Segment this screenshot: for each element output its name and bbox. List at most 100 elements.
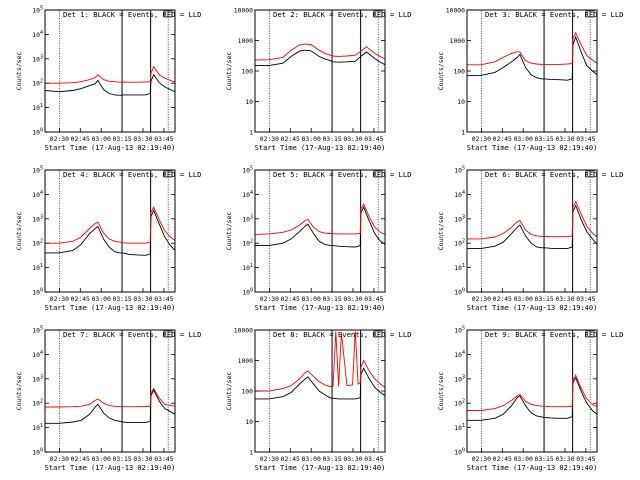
series-line-events xyxy=(45,73,175,96)
y-axis-label: Counts/sec xyxy=(225,372,233,411)
y-tick-label: 103 xyxy=(454,214,465,223)
y-tick-label: 104 xyxy=(32,190,43,199)
y-tick-label: 105 xyxy=(32,6,43,15)
x-tick-label: 03:30 xyxy=(343,135,362,143)
y-tick-label: 100 xyxy=(241,68,253,76)
series-line-events xyxy=(467,376,597,421)
x-tick-label: 03:15 xyxy=(112,455,131,463)
series-line-lld xyxy=(45,387,175,408)
shaded-interval-1 xyxy=(44,329,60,453)
legend-box xyxy=(163,170,173,178)
shaded-interval-2 xyxy=(167,9,176,133)
x-tick-label: 03:00 xyxy=(92,135,111,143)
x-tick-label: 03:30 xyxy=(133,455,152,463)
x-tick-label: 03:30 xyxy=(133,135,152,143)
y-tick-label: 104 xyxy=(32,350,43,359)
y-tick-label: 102 xyxy=(242,239,253,248)
series-line-events xyxy=(255,367,385,400)
y-tick-label: 105 xyxy=(454,326,465,335)
x-axis-label: Start Time (17-Aug-13 02:19:40) xyxy=(45,464,176,472)
x-tick-label: 03:15 xyxy=(534,135,553,143)
y-tick-label: 101 xyxy=(32,423,43,432)
chart-title: Det 4: BLACK = Events, RED = LLD xyxy=(63,170,201,179)
x-tick-label: 02:30 xyxy=(472,295,491,303)
y-tick-label: 103 xyxy=(32,374,43,383)
shaded-interval-1 xyxy=(44,169,60,293)
x-tick-label: 02:30 xyxy=(260,295,279,303)
shaded-interval-1 xyxy=(466,329,482,453)
x-axis-label: Start Time (17-Aug-13 02:19:40) xyxy=(45,304,176,312)
x-tick-label: 03:45 xyxy=(576,295,595,303)
x-tick-label: 03:00 xyxy=(302,455,321,463)
x-tick-label: 02:30 xyxy=(472,455,491,463)
x-tick-label: 03:30 xyxy=(555,455,574,463)
legend-box xyxy=(585,330,595,338)
x-tick-label: 03:00 xyxy=(92,295,111,303)
y-axis-label: Counts/sec xyxy=(437,372,445,411)
x-tick-label: 03:45 xyxy=(364,455,383,463)
series-line-lld xyxy=(45,65,175,84)
legend-box xyxy=(585,10,595,18)
chart-panel-3: 1 10 100 1000 10000 02:30 02:45 03:00 03:15 03:30… xyxy=(437,7,623,153)
y-tick-label: 104 xyxy=(454,190,465,199)
y-axis-label: Counts/sec xyxy=(437,52,445,91)
x-tick-label: 03:15 xyxy=(112,295,131,303)
y-tick-label: 105 xyxy=(242,166,253,175)
legend-box xyxy=(163,10,173,18)
shaded-interval-2 xyxy=(167,329,176,453)
shaded-interval-1 xyxy=(44,9,60,133)
x-tick-label: 02:45 xyxy=(281,295,300,303)
chart-title: Det 9: BLACK = Events, RED = LLD xyxy=(485,330,623,339)
x-tick-label: 02:45 xyxy=(281,135,300,143)
y-tick-label: 1 xyxy=(249,449,253,457)
x-axis-label: Start Time (17-Aug-13 02:19:40) xyxy=(467,144,598,152)
y-tick-label: 105 xyxy=(454,166,465,175)
x-tick-label: 03:30 xyxy=(555,135,574,143)
series-line-lld xyxy=(45,206,175,244)
x-tick-label: 03:15 xyxy=(322,135,341,143)
y-tick-label: 103 xyxy=(32,214,43,223)
y-tick-label: 10000 xyxy=(234,7,253,15)
legend-box xyxy=(373,10,383,18)
x-tick-label: 03:45 xyxy=(364,135,383,143)
x-tick-label: 03:15 xyxy=(112,135,131,143)
legend-box xyxy=(373,330,383,338)
y-tick-label: 104 xyxy=(32,30,43,39)
y-tick-label: 1000 xyxy=(238,37,254,45)
y-tick-label: 10 xyxy=(457,98,465,106)
plot-frame xyxy=(254,9,386,133)
y-tick-label: 10000 xyxy=(446,7,465,15)
x-tick-label: 02:45 xyxy=(71,295,90,303)
x-tick-label: 03:15 xyxy=(322,455,341,463)
y-tick-label: 100 xyxy=(242,288,253,297)
series-line-lld xyxy=(467,374,597,411)
x-tick-label: 03:00 xyxy=(302,295,321,303)
x-tick-label: 03:15 xyxy=(534,455,553,463)
chart-title: Det 1: BLACK = Events, RED = LLD xyxy=(63,10,201,19)
shaded-interval-1 xyxy=(254,169,270,293)
series-line-events xyxy=(467,204,597,250)
x-axis-label: Start Time (17-Aug-13 02:19:40) xyxy=(45,144,176,152)
y-tick-label: 100 xyxy=(241,388,253,396)
x-axis-label: Start Time (17-Aug-13 02:19:40) xyxy=(255,304,386,312)
x-axis-label: Start Time (17-Aug-13 02:19:40) xyxy=(255,144,386,152)
y-tick-label: 102 xyxy=(32,79,43,88)
chart-title: Det 8: BLACK = Events, RED = LLD xyxy=(273,330,411,339)
x-tick-label: 03:00 xyxy=(302,135,321,143)
legend-box xyxy=(163,330,173,338)
x-tick-label: 03:00 xyxy=(514,295,533,303)
y-tick-label: 101 xyxy=(32,103,43,112)
x-tick-label: 03:30 xyxy=(343,295,362,303)
x-tick-label: 02:45 xyxy=(493,295,512,303)
y-tick-label: 104 xyxy=(242,190,253,199)
shaded-interval-2 xyxy=(589,329,598,453)
x-tick-label: 02:45 xyxy=(281,455,300,463)
y-tick-label: 10 xyxy=(245,98,253,106)
x-tick-label: 02:30 xyxy=(50,135,69,143)
x-tick-label: 02:45 xyxy=(493,135,512,143)
x-tick-label: 03:15 xyxy=(322,295,341,303)
y-tick-label: 103 xyxy=(454,374,465,383)
